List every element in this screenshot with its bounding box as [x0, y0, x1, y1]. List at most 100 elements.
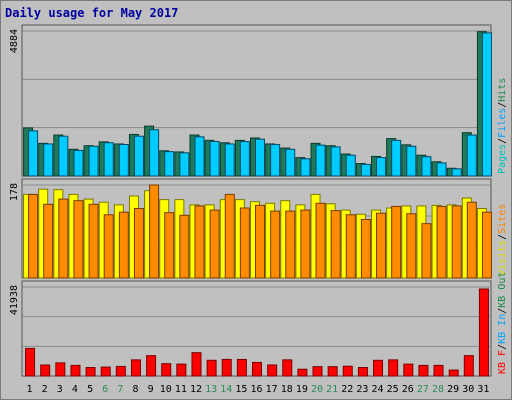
legend-entry: Pages — [497, 144, 508, 174]
kbytes-kb-f-bar — [40, 364, 51, 377]
hits-files-bar — [149, 129, 160, 177]
kbytes-kb-f-bar — [146, 355, 157, 377]
hits-files-bar — [466, 134, 477, 177]
x-tick-label: 20 — [311, 384, 323, 395]
hits-files-bar — [421, 156, 432, 177]
hits-files-bar — [345, 154, 356, 177]
kbytes-kb-f-bar — [282, 359, 293, 377]
legend-entry: / — [497, 344, 508, 350]
x-tick-label: 26 — [402, 384, 414, 395]
visits-sites-bar — [88, 203, 99, 279]
hits-files-bar — [118, 144, 129, 177]
visits-sites-bar — [149, 184, 160, 279]
hits-files-bar — [270, 144, 281, 177]
legend-entry: / — [497, 308, 508, 314]
x-tick-label: 23 — [356, 384, 368, 395]
kbytes-kb-f-bar — [176, 363, 187, 377]
visits-sites-bar — [270, 210, 281, 279]
hits-files-bar — [436, 162, 447, 177]
hits-files-bar — [451, 168, 462, 177]
legend-entry: KB Out — [497, 272, 508, 308]
panel-3-background — [21, 280, 492, 377]
kbytes-kb-f-bar — [403, 363, 414, 377]
legend-entry: / — [497, 102, 508, 108]
visits-sites-bar — [481, 211, 492, 279]
kbytes-kb-f-bar — [418, 364, 429, 377]
visits-sites-bar — [330, 210, 341, 279]
hits-files-bar — [88, 145, 99, 177]
x-tick-label: 19 — [296, 384, 308, 395]
kbytes-kb-f-bar — [161, 363, 172, 377]
hits-files-bar — [28, 130, 39, 177]
hits-files-bar — [255, 138, 265, 177]
kbytes-kb-f-bar — [297, 368, 308, 377]
visits-sites-bar — [391, 205, 402, 279]
visits-sites-bar — [103, 214, 114, 279]
kbytes-kb-f-bar — [85, 367, 96, 377]
x-tick-label: 16 — [250, 384, 262, 395]
x-tick-label: 2 — [42, 384, 48, 395]
kbytes-kb-f-bar — [342, 365, 353, 377]
kbytes-kb-f-bar — [236, 358, 247, 377]
x-tick-label: 15 — [235, 384, 247, 395]
hits-files-bar — [315, 144, 326, 177]
visits-sites-bar — [58, 198, 69, 279]
visits-sites-bar — [406, 213, 417, 279]
x-tick-label: 4 — [72, 384, 78, 395]
visits-sites-bar — [164, 212, 175, 279]
panel-3-max-label: 41938 — [9, 285, 20, 315]
visits-sites-bar — [345, 214, 356, 279]
kbytes-kb-f-bar — [267, 364, 278, 377]
visits-sites-bar — [255, 204, 265, 279]
hits-files-bar — [58, 135, 69, 177]
x-tick-label: 21 — [326, 384, 338, 395]
legend-entry: / — [497, 138, 508, 144]
visits-sites-bar — [133, 208, 144, 279]
visits-sites-bar — [436, 205, 447, 279]
panel-2-legend: Visits/Sites — [497, 204, 508, 276]
legend-entry: KB In — [497, 314, 508, 344]
x-tick-label: 3 — [57, 384, 63, 395]
x-tick-label: 1 — [27, 384, 33, 395]
x-tick-label: 27 — [417, 384, 429, 395]
x-tick-label: 17 — [266, 384, 278, 395]
panel-3-legend: KB F/KB In/KB Out — [497, 272, 508, 374]
hits-files-bar — [209, 141, 220, 177]
hits-files-bar — [285, 148, 296, 177]
kbytes-kb-f-bar — [312, 366, 323, 377]
x-tick-label: 18 — [281, 384, 293, 395]
panel-1-legend: Pages/Files/Hits — [497, 78, 508, 174]
hits-files-bar — [481, 32, 492, 177]
visits-sites-bar — [466, 201, 477, 279]
kbytes-kb-f-bar — [100, 366, 111, 377]
visits-sites-bar — [376, 212, 387, 279]
kbytes-kb-f-bar — [463, 355, 474, 377]
x-tick-label: 13 — [205, 384, 217, 395]
hits-files-bar — [391, 139, 402, 177]
kbytes-kb-f-bar — [221, 358, 232, 377]
visits-sites-bar — [239, 207, 250, 279]
kbytes-kb-f-bar — [448, 369, 459, 377]
hits-files-bar — [179, 152, 190, 177]
hits-files-bar — [103, 142, 114, 177]
hits-files-bar — [239, 141, 250, 177]
hits-files-bar — [224, 143, 235, 177]
panel-2-max-label: 178 — [9, 183, 20, 201]
hits-files-bar — [194, 136, 205, 177]
visits-sites-bar — [315, 202, 326, 279]
x-tick-label: 28 — [432, 384, 444, 395]
hits-files-bar — [360, 163, 371, 177]
kbytes-kb-f-bar — [433, 364, 444, 377]
visits-sites-bar — [118, 211, 129, 279]
chart-title: Daily usage for May 2017 — [5, 6, 179, 20]
kbytes-kb-f-bar — [25, 347, 36, 377]
hits-files-bar — [300, 158, 311, 177]
x-tick-label: 24 — [372, 384, 384, 395]
visits-sites-bar — [360, 218, 371, 279]
kbytes-kb-f-bar — [206, 359, 217, 377]
x-tick-label: 25 — [387, 384, 399, 395]
kbytes-kb-f-bar — [130, 359, 141, 377]
legend-entry: Visits — [497, 240, 508, 276]
x-tick-label: 5 — [87, 384, 93, 395]
